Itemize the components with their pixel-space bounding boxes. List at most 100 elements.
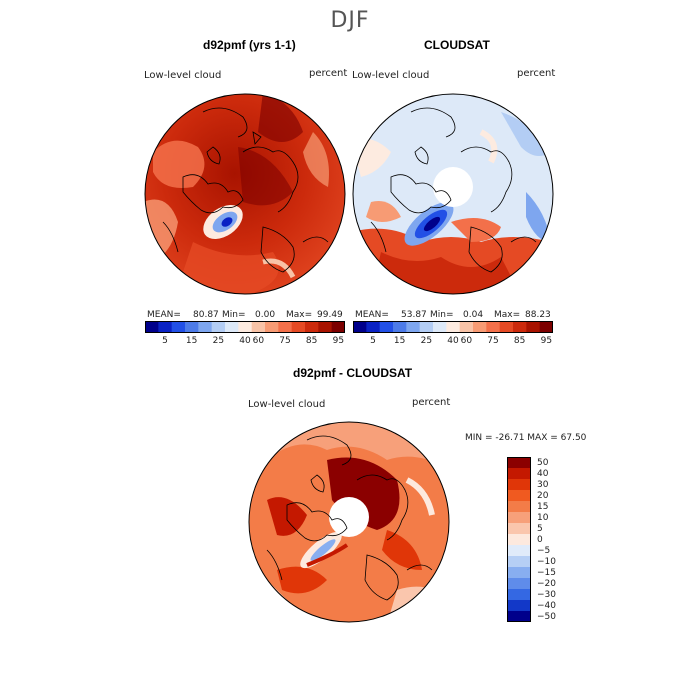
obs-mean-label: MEAN= [355,310,389,320]
model-colorbar-swatch [318,321,333,333]
diff-colorbar-tick-label: 10 [537,512,549,523]
model-colorbar-swatch [265,321,279,333]
obs-colorbar-swatch [473,321,487,333]
obs-colorbar-tick-label: 5 [370,336,376,346]
model-colorbar-tick-label: 85 [305,336,318,346]
obs-colorbar-swatch [499,321,514,333]
diff-colorbar-tick-label: −50 [537,611,556,622]
diff-colorbar-tick-label: −15 [537,567,556,578]
obs-colorbar-tick-label: 15 [393,336,406,346]
obs-max-value: 88.23 [525,310,551,320]
model-colorbar-tick-label: 75 [279,336,291,346]
diff-colorbar-swatch [507,534,531,546]
obs-colorbar-tick-label: 25 [420,336,433,346]
model-colorbar-swatch [145,321,159,333]
diff-units-label: percent [412,397,451,408]
model-variable-label: Low-level cloud [144,70,222,81]
obs-colorbar-tick-label: 40 [447,336,459,346]
diff-colorbar-swatch [507,556,531,568]
obs-colorbar-swatch [366,321,381,333]
obs-colorbar-swatch [433,321,447,333]
diff-colorbar-swatch [507,578,531,590]
diff-colorbar-tick-label: −10 [537,556,556,567]
model-polar-map [144,93,346,295]
diff-colorbar-swatch [507,457,531,469]
obs-colorbar-swatch [486,321,501,333]
diff-panel-title: d92pmf - CLOUDSAT [293,366,413,380]
obs-min-value: 0.04 [463,310,484,320]
diff-colorbar-swatch [507,600,531,612]
diff-colorbar-tick-label: −20 [537,578,556,589]
model-mean-label: MEAN= [147,310,181,320]
obs-mean-value: 53.87 [401,310,427,320]
diff-colorbar-swatch [507,501,531,513]
model-colorbar-swatch [198,321,213,333]
obs-colorbar [353,321,553,333]
obs-polar-map [352,93,554,295]
obs-panel-title: CLOUDSAT [424,38,490,52]
model-colorbar-swatch [278,321,293,333]
diff-colorbar-swatch [507,545,531,557]
model-colorbar-swatch [251,321,266,333]
diff-colorbar-tick-label: 20 [537,490,549,501]
model-colorbar-swatch [211,321,226,333]
obs-colorbar-swatch [446,321,461,333]
model-colorbar [145,321,345,333]
diff-variable-label: Low-level cloud [248,399,326,410]
model-panel-title: d92pmf (yrs 1-1) [203,38,296,52]
model-colorbar-swatch [225,321,239,333]
obs-colorbar-swatch [353,321,367,333]
model-colorbar-tick-label: 60 [252,336,265,346]
diff-colorbar-swatch [507,512,531,524]
obs-colorbar-swatch [459,321,474,333]
obs-colorbar-swatch [513,321,527,333]
model-colorbar-swatch [158,321,173,333]
model-mean-value: 80.87 [193,310,219,320]
diff-range-text: MIN = -26.71 MAX = 67.50 [465,433,587,443]
season-title: DJF [330,8,370,33]
diff-colorbar-tick-label: −40 [537,600,556,611]
diff-colorbar-swatch [507,567,531,579]
diff-colorbar-tick-label: 30 [537,479,549,490]
obs-variable-label: Low-level cloud [352,70,430,81]
obs-colorbar-tick-label: 95 [540,336,553,346]
obs-colorbar-swatch [379,321,394,333]
model-colorbar-swatch [185,321,199,333]
obs-colorbar-tick-label: 75 [487,336,499,346]
model-colorbar-tick-label: 15 [185,336,198,346]
diff-colorbar-tick-label: 40 [537,468,549,479]
diff-colorbar-tick-label: 5 [537,523,543,534]
model-colorbar-swatch [305,321,319,333]
model-colorbar-tick-label: 95 [332,336,345,346]
obs-colorbar-swatch [539,321,553,333]
model-colorbar-tick-label: 5 [162,336,168,346]
model-units-label: percent [309,68,348,79]
obs-colorbar-swatch [406,321,421,333]
model-colorbar-swatch [171,321,186,333]
obs-colorbar-swatch [393,321,407,333]
diff-colorbar-tick-label: 50 [537,457,549,468]
model-colorbar-swatch [291,321,306,333]
diff-colorbar-tick-label: 15 [537,501,549,512]
model-min-label: Min= [222,310,246,320]
obs-min-label: Min= [430,310,454,320]
model-colorbar-tick-label: 25 [212,336,225,346]
obs-colorbar-swatch [526,321,541,333]
obs-colorbar-tick-label: 85 [513,336,526,346]
model-colorbar-swatch [238,321,253,333]
diff-colorbar-swatch [507,468,531,480]
diff-polar-map [248,421,450,623]
diff-colorbar-tick-label: −30 [537,589,556,600]
obs-max-label: Max= [494,310,521,320]
model-max-label: Max= [286,310,313,320]
diff-colorbar-tick-label: −5 [537,545,551,556]
model-min-value: 0.00 [255,310,276,320]
diff-colorbar-swatch [507,523,531,535]
model-max-value: 99.49 [317,310,343,320]
obs-colorbar-tick-label: 60 [460,336,473,346]
diff-colorbar [507,457,531,622]
diff-colorbar-swatch [507,479,531,491]
obs-units-label: percent [517,68,556,79]
diff-colorbar-swatch [507,589,531,601]
obs-colorbar-swatch [419,321,434,333]
